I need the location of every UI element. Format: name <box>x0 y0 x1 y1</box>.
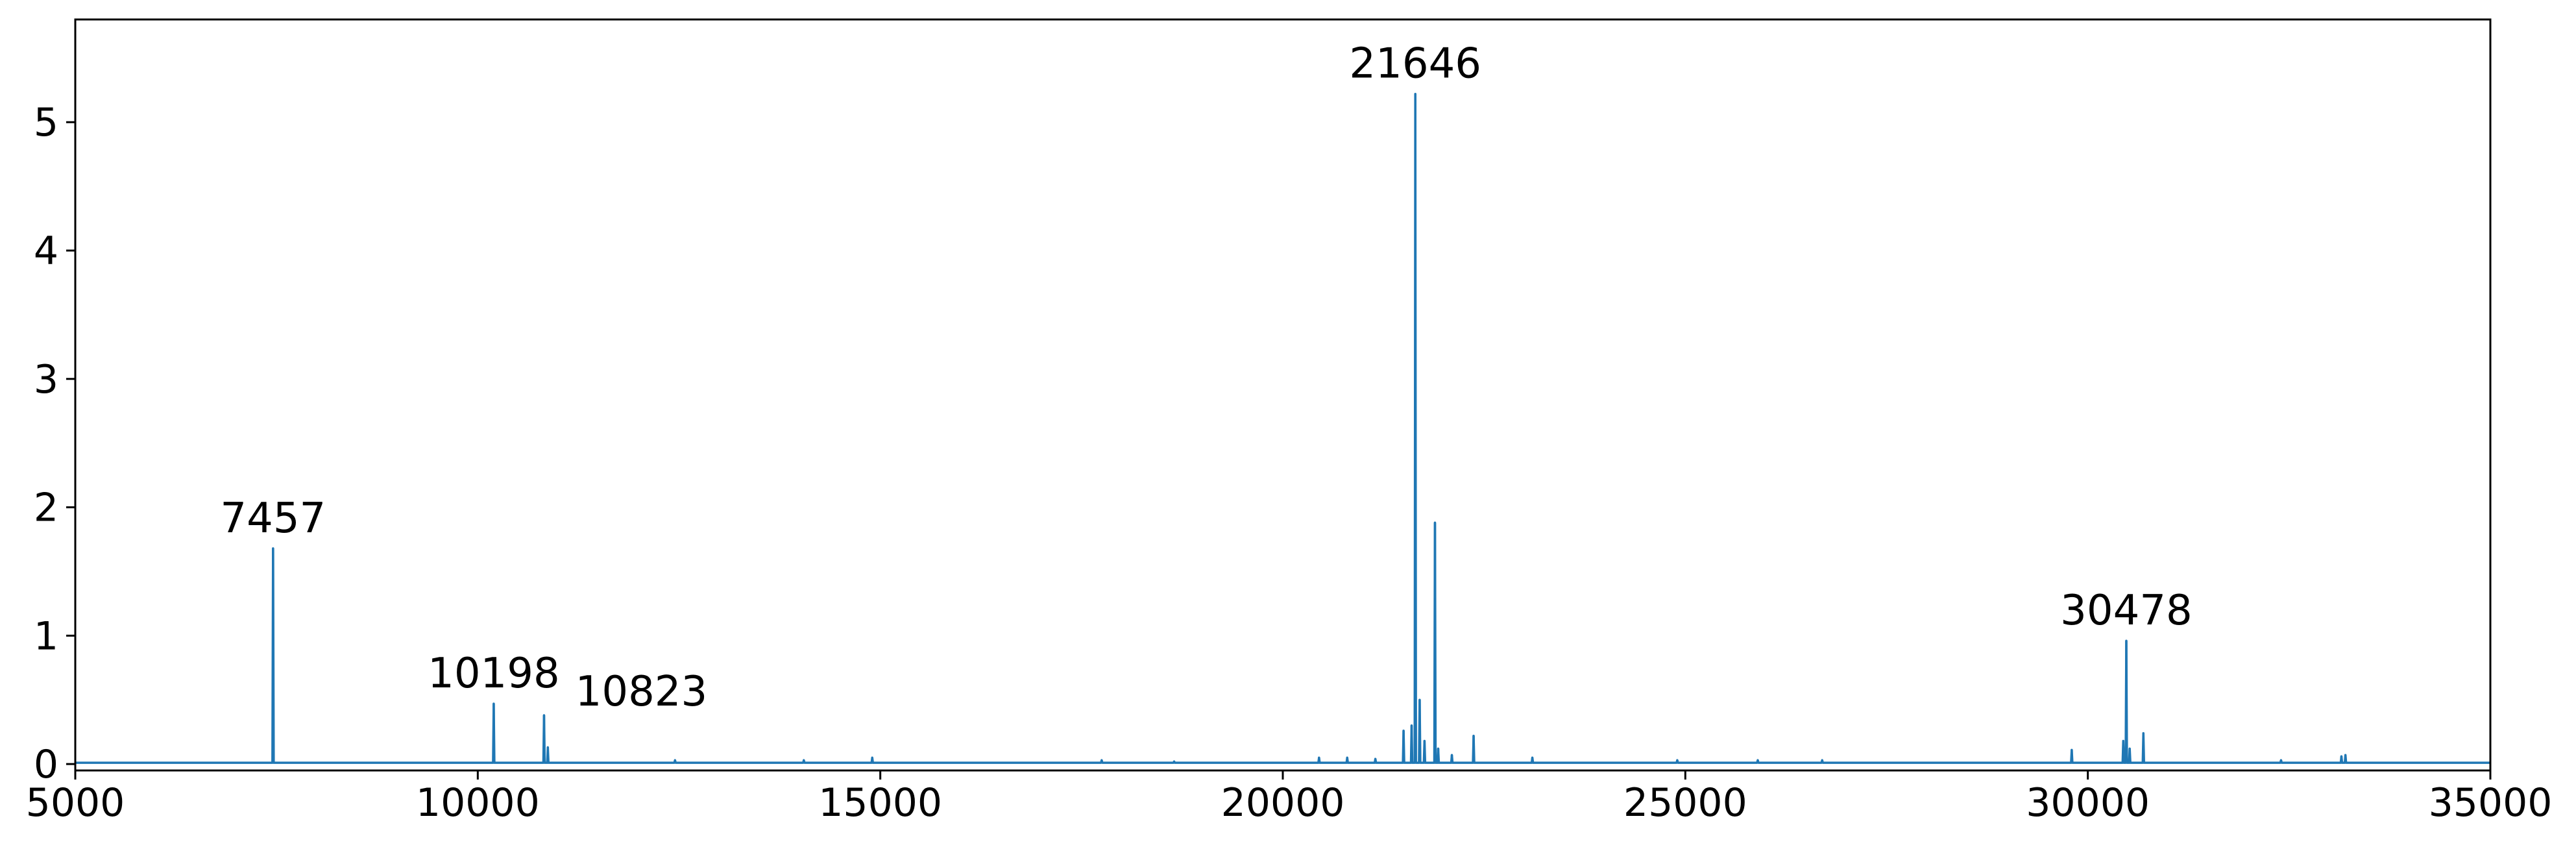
series-layer <box>75 92 2490 764</box>
x-tick-label-10000: 10000 <box>416 780 540 826</box>
peak-label-21646: 21646 <box>1349 40 1481 88</box>
x-tick-label-35000: 35000 <box>2429 780 2553 826</box>
peak-label-30478: 30478 <box>2060 587 2193 635</box>
x-tick-label-5000: 5000 <box>26 780 125 826</box>
x-axis: 5000 10000 15000 20000 25000 30000 35000 <box>26 770 2553 826</box>
x-tick-label-25000: 25000 <box>1623 780 1747 826</box>
y-tick-label-2: 2 <box>34 486 58 531</box>
y-tick-label-3: 3 <box>34 357 58 402</box>
x-tick-label-30000: 30000 <box>2026 780 2150 826</box>
x-tick-label-20000: 20000 <box>1221 780 1345 826</box>
y-tick-label-4: 4 <box>34 228 58 274</box>
y-tick-label-1: 1 <box>34 613 58 659</box>
annotation-layer: 7457 10198 10823 21646 30478 <box>220 40 2192 716</box>
peak-label-7457: 7457 <box>220 495 326 543</box>
y-tick-label-5: 5 <box>34 100 58 145</box>
y-tick-label-0: 0 <box>34 742 58 787</box>
x-tick-label-15000: 15000 <box>818 780 942 826</box>
peak-label-10198: 10198 <box>428 650 560 698</box>
peak-label-10823: 10823 <box>576 668 708 716</box>
y-axis: 0 1 2 3 4 5 <box>34 100 75 787</box>
